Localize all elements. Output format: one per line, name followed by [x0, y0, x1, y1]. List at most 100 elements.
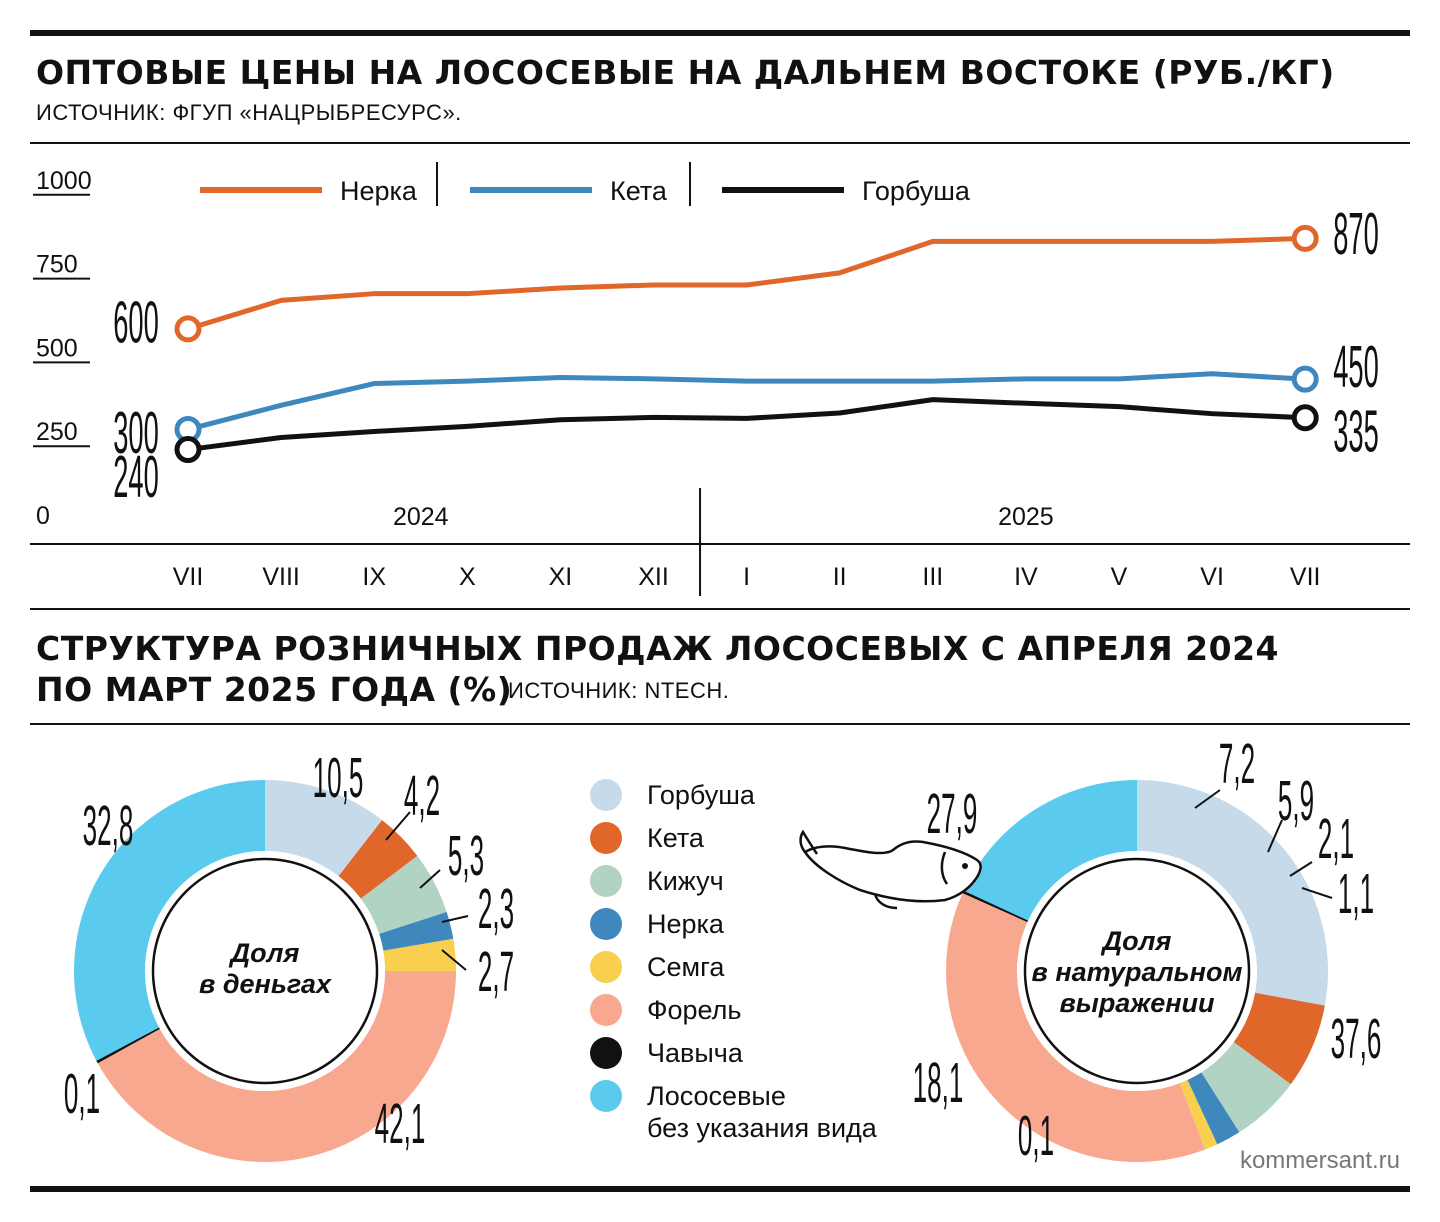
donut-value-label: 18,1 — [913, 1052, 964, 1115]
donut-slice-Нерка — [1187, 1072, 1240, 1145]
donut-center-label: в натуральном — [1032, 957, 1243, 987]
donut-slice-Кижуч — [360, 855, 447, 934]
label-leader-line — [1289, 861, 1313, 877]
legend-label: Семга — [647, 952, 725, 982]
donut-value-label: 7,2 — [1219, 733, 1255, 796]
end-value-label: 335 — [1333, 397, 1379, 464]
legend-label: Нерка — [340, 176, 418, 206]
end-point-marker — [1291, 224, 1319, 252]
donut-value-label: 42,1 — [375, 1093, 426, 1156]
legend-label: Кета — [610, 176, 668, 206]
donut-value-label: 0,1 — [1018, 1105, 1054, 1168]
y-tick-label: 250 — [36, 418, 78, 446]
y-tick-label: 0 — [36, 502, 50, 530]
label-leader-line — [1267, 819, 1283, 853]
x-tick-label: VIII — [262, 563, 300, 591]
fish-eye — [962, 863, 968, 869]
donut-value-label: 27,9 — [927, 783, 978, 846]
donut-center-label: в деньгах — [199, 969, 332, 999]
start-point-marker — [174, 436, 202, 464]
fish-illustration — [799, 829, 982, 910]
label-leader-line — [441, 915, 469, 923]
legend-label: Кижуч — [647, 866, 724, 896]
series-line-Горбуша — [187, 397, 1306, 453]
x-tick-label: IV — [1014, 563, 1038, 591]
legend-swatch — [590, 908, 622, 940]
legend-swatch — [590, 1080, 622, 1112]
fish-gill — [940, 851, 949, 885]
donut-center-label: выражении — [1059, 988, 1215, 1018]
top-rule — [30, 30, 1410, 36]
donut-value-label: 1,1 — [1338, 863, 1374, 926]
donut-slice-Горбуша — [1137, 780, 1328, 1006]
donut-value-label: 2,7 — [478, 941, 514, 1004]
x-tick-label: VII — [1290, 563, 1321, 591]
legend-label: Нерка — [647, 909, 725, 939]
donut-slice-Чавыча — [95, 1026, 160, 1064]
fish-tail — [799, 829, 819, 855]
donut-slice-Горбуша — [265, 780, 383, 877]
legend-swatch — [590, 822, 622, 854]
legend-label: Горбуша — [862, 176, 971, 206]
legend-label: Форель — [647, 995, 742, 1025]
x-tick-label: II — [833, 563, 847, 591]
legend-label: Горбуша — [647, 780, 756, 810]
legend-swatch — [590, 865, 622, 897]
donut-slice-Нерка — [379, 911, 454, 951]
donut-value-label: 5,3 — [448, 825, 484, 888]
donut-hole — [145, 851, 385, 1091]
donut-value-label: 2,1 — [1318, 808, 1354, 871]
start-point-marker — [174, 315, 202, 343]
start-value-label: 240 — [113, 443, 159, 510]
donut-hole — [1017, 851, 1257, 1091]
donut-value-label: 5,9 — [1278, 770, 1314, 833]
start-value-label: 300 — [113, 399, 159, 466]
label-leader-line — [385, 811, 411, 841]
series-line-Кета — [187, 371, 1306, 432]
legend-swatch — [590, 951, 622, 983]
species-legend: Горбуша Кета Кижуч Нерка Семга Форель Чавыча Ло… — [590, 779, 878, 1143]
donut-value-label: 10,5 — [313, 747, 364, 810]
x-tick-label: XII — [638, 563, 669, 591]
x-tick-label: I — [743, 563, 750, 591]
bottom-rule — [30, 1186, 1410, 1192]
legend-swatch — [590, 994, 622, 1026]
x-tick-label: X — [459, 563, 476, 591]
legend-label-line2: без указания вида — [647, 1113, 878, 1143]
legend-label: Кета — [647, 823, 705, 853]
donut-section-source: ИСТОЧНИК: NTECH. — [508, 678, 730, 703]
end-point-marker — [1291, 365, 1319, 393]
donut-center-label: Доля — [229, 938, 300, 968]
donut-section-title-line2: ПО МАРТ 2025 ГОДА (%) — [36, 670, 513, 709]
start-value-label: 600 — [113, 289, 159, 356]
legend-swatch — [590, 779, 622, 811]
section-divider-rule — [30, 608, 1410, 610]
series-line-Нерка — [187, 235, 1306, 332]
fish-body — [803, 840, 982, 903]
label-leader-line — [441, 949, 467, 971]
label-leader-line — [1301, 887, 1333, 899]
x-tick-label: VII — [173, 563, 204, 591]
x-tick-label: V — [1111, 563, 1128, 591]
donut-inner-ring — [151, 857, 379, 1085]
x-tick-label: IX — [362, 563, 386, 591]
donut-inner-ring — [1023, 857, 1251, 1085]
y-tick-label: 500 — [36, 334, 78, 362]
label-leader-line — [419, 869, 441, 889]
line-chart-source: ИСТОЧНИК: ФГУП «НАЦРЫБРЕСУРС». — [36, 100, 462, 125]
legend-swatch — [590, 1037, 622, 1069]
donut-slice-Семга — [383, 938, 456, 971]
y-tick-label: 1000 — [36, 167, 92, 195]
x-tick-label: VI — [1200, 563, 1224, 591]
end-value-label: 450 — [1333, 333, 1379, 400]
month-axis-rule — [30, 543, 1410, 545]
fish-fin — [873, 893, 898, 910]
donut-slice-Кета — [1233, 992, 1325, 1085]
line-chart-header-rule — [30, 142, 1410, 144]
donut-section-title-line1: СТРУКТУРА РОЗНИЧНЫХ ПРОДАЖ ЛОСОСЕВЫХ С А… — [36, 629, 1280, 668]
x-tick-label: XI — [549, 563, 573, 591]
end-point-marker — [1291, 404, 1319, 432]
donut-value-label: 2,3 — [478, 878, 514, 941]
donut-slice-Семга — [1179, 1079, 1218, 1150]
